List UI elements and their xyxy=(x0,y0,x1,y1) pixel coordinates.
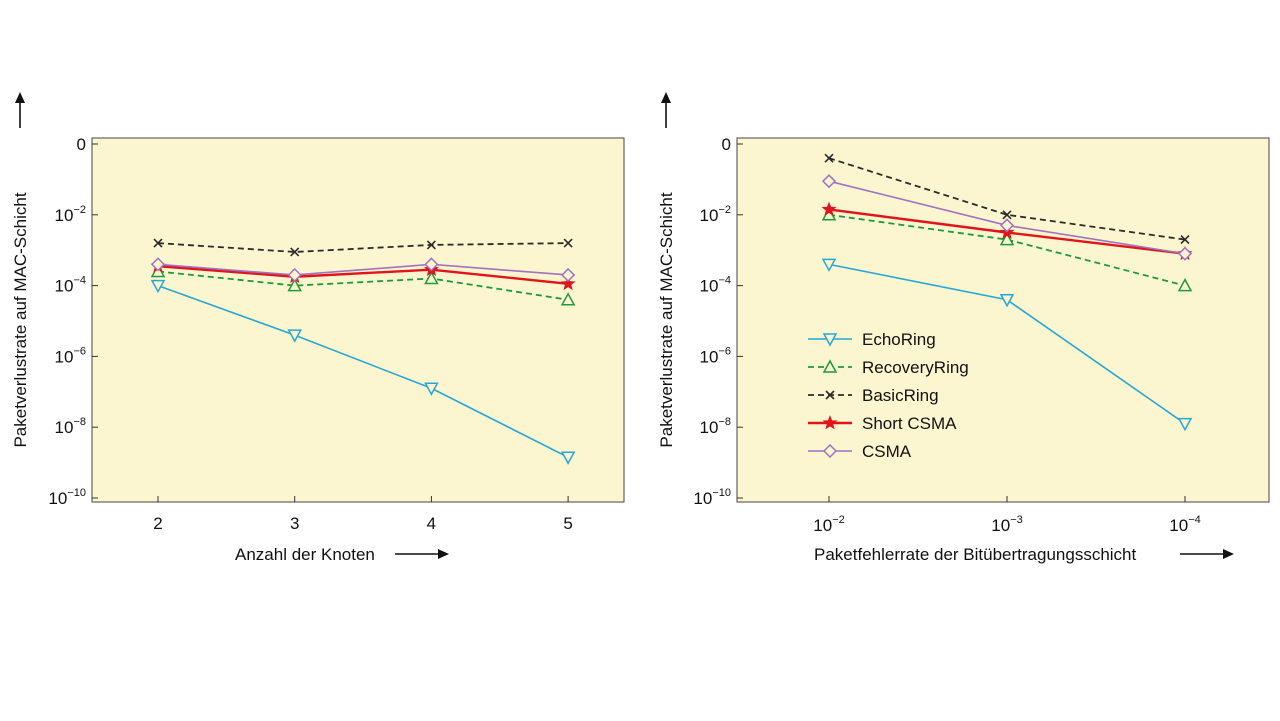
marker-recoveryring xyxy=(1177,278,1193,292)
marker-csma xyxy=(150,257,166,272)
marker-echoring xyxy=(424,382,439,396)
x-axis-arrow xyxy=(395,549,449,559)
y-tick-label: 10−10 xyxy=(693,487,731,508)
marker-csma xyxy=(424,257,439,272)
marker-echoring xyxy=(287,329,302,343)
y-axis-title: Paketverlustrate auf MAC-Schicht xyxy=(657,192,676,447)
y-tick-label: 10−2 xyxy=(700,204,731,225)
marker-csma xyxy=(1177,246,1193,261)
marker-basicring xyxy=(1002,210,1012,220)
legend-label: CSMA xyxy=(862,442,912,461)
series-csma xyxy=(150,257,576,283)
y-tick-label: 10−8 xyxy=(700,416,731,437)
legend-item-basicring: BasicRing xyxy=(808,386,939,405)
marker-echoring xyxy=(822,333,838,347)
y-tick-label: 0 xyxy=(77,135,86,154)
x-tick-label: 5 xyxy=(563,514,572,533)
x-tick-label: 2 xyxy=(153,514,162,533)
marker-recoveryring xyxy=(287,278,302,292)
series-line-basicring xyxy=(157,242,569,253)
marker-basicring xyxy=(1180,235,1190,245)
plot-area xyxy=(736,137,1270,503)
x-tick-label: 10−2 xyxy=(813,514,844,535)
x-tick-label: 10−3 xyxy=(991,514,1022,535)
series-echoring xyxy=(821,258,1193,432)
y-tick-label: 10−4 xyxy=(55,275,86,296)
marker-echoring xyxy=(1177,417,1193,432)
marker-basicring xyxy=(824,153,834,163)
series-csma xyxy=(821,174,1193,261)
chart-right: 10−10 10−8 10−6 10−4 10−2 0 10−2 10−3 10−4 Paketf… xyxy=(657,92,1270,564)
marker-short-csma xyxy=(822,415,838,430)
x-axis-title: Anzahl der Knoten xyxy=(235,545,375,564)
y-tick-label: 10−6 xyxy=(55,345,86,366)
series-basicring xyxy=(153,238,573,257)
y-tick-label: 0 xyxy=(722,135,731,154)
marker-csma xyxy=(821,174,837,189)
y-tick-label: 10−6 xyxy=(700,345,731,366)
marker-recoveryring xyxy=(999,232,1015,246)
marker-basicring xyxy=(563,238,573,248)
x-tick-label: 4 xyxy=(427,514,436,533)
marker-csma xyxy=(561,267,576,283)
legend-item-recoveryring: RecoveryRing xyxy=(808,358,969,377)
marker-basicring xyxy=(825,390,835,400)
marker-recoveryring xyxy=(424,270,439,285)
x-axis-title: Paketfehlerrate der Bitübertragungsschic… xyxy=(814,545,1137,564)
x-tick-label: 3 xyxy=(290,514,299,533)
chart-left: 10−10 10−8 10−6 10−4 10−2 0 2 3 4 5 Anzahl der Kno… xyxy=(11,92,625,564)
legend-label: RecoveryRing xyxy=(862,358,969,377)
marker-short-csma xyxy=(821,201,837,216)
legend: EchoRing RecoveryRing BasicRing Short CSMA C… xyxy=(808,330,969,461)
series-line-csma xyxy=(157,263,569,276)
marker-recoveryring xyxy=(822,359,838,373)
plot-area xyxy=(91,137,625,503)
x-tick-label: 10−4 xyxy=(1169,514,1200,535)
marker-echoring xyxy=(560,451,576,465)
marker-echoring xyxy=(821,258,837,272)
y-axis-arrow xyxy=(15,92,25,128)
series-echoring xyxy=(150,279,576,465)
legend-item-csma: CSMA xyxy=(808,442,912,461)
legend-item-short-csma: Short CSMA xyxy=(808,414,957,433)
y-tick-label: 10−2 xyxy=(55,204,86,225)
series-basicring xyxy=(824,153,1190,245)
marker-basicring xyxy=(426,240,436,250)
legend-item-echoring: EchoRing xyxy=(808,330,936,349)
legend-label: BasicRing xyxy=(862,386,939,405)
series-line-short-csma xyxy=(157,264,569,286)
x-axis-arrow xyxy=(1180,549,1234,559)
marker-echoring xyxy=(150,279,166,294)
y-axis-arrow xyxy=(661,92,671,128)
y-tick-label: 10−8 xyxy=(55,416,86,437)
marker-csma xyxy=(822,443,838,459)
marker-basicring xyxy=(290,247,300,257)
y-axis-title: Paketverlustrate auf MAC-Schicht xyxy=(11,192,30,447)
y-tick-label: 10−10 xyxy=(48,487,86,508)
marker-short-csma xyxy=(560,275,576,291)
series-recoveryring xyxy=(150,263,576,306)
series-line-basicring xyxy=(828,157,1186,241)
legend-label: Short CSMA xyxy=(862,414,957,433)
series-line-echoring xyxy=(157,284,569,459)
marker-csma xyxy=(999,218,1015,233)
marker-basicring xyxy=(153,238,163,248)
series-line-recoveryring xyxy=(157,270,569,301)
marker-echoring xyxy=(999,294,1015,308)
marker-csma xyxy=(287,267,302,283)
legend-label: EchoRing xyxy=(862,330,936,349)
series-line-recoveryring xyxy=(828,213,1186,287)
marker-recoveryring xyxy=(560,292,576,306)
y-tick-label: 10−4 xyxy=(700,275,731,296)
